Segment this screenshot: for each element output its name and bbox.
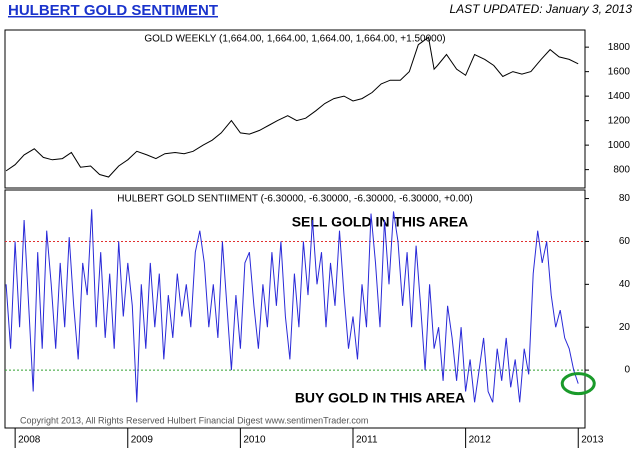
chart-title: HULBERT GOLD SENTIIMENT (-6.30000, -6.30… (117, 194, 472, 205)
x-tick-label: 2010 (243, 435, 266, 446)
y-tick-label: 1000 (608, 140, 631, 151)
y-tick-label: 40 (619, 279, 631, 290)
y-tick-label: 0 (624, 365, 630, 376)
y-tick-label: 1200 (608, 115, 631, 126)
y-tick-label: 1800 (608, 42, 631, 53)
y-tick-label: 80 (619, 193, 631, 204)
y-tick-label: 800 (613, 164, 630, 175)
x-tick-label: 2009 (131, 435, 154, 446)
y-tick-label: 1600 (608, 66, 631, 77)
annotation: SELL GOLD IN THIS AREA (292, 214, 469, 230)
top-panel (4, 29, 586, 189)
y-tick-label: 20 (619, 322, 631, 333)
x-tick-label: 2008 (18, 435, 41, 446)
last-updated: LAST UPDATED: January 3, 2013 (449, 2, 632, 16)
x-tick-label: 2013 (581, 435, 604, 446)
y-tick-label: 1400 (608, 91, 631, 102)
x-tick-label: 2011 (356, 435, 378, 446)
page-title: HULBERT GOLD SENTIMENT (8, 2, 218, 19)
highlight-circle (560, 372, 596, 396)
y-tick-label: 60 (619, 236, 631, 247)
x-tick-label: 2012 (469, 435, 492, 446)
copyright: Copyright 2013, All Rights Reserved Hulb… (20, 415, 368, 425)
bottom-panel (4, 189, 586, 429)
data-line (5, 209, 579, 403)
data-line (5, 36, 579, 178)
chart-title: GOLD WEEKLY (1,664.00, 1,664.00, 1,664.0… (144, 34, 445, 45)
annotation: BUY GOLD IN THIS AREA (295, 390, 465, 406)
